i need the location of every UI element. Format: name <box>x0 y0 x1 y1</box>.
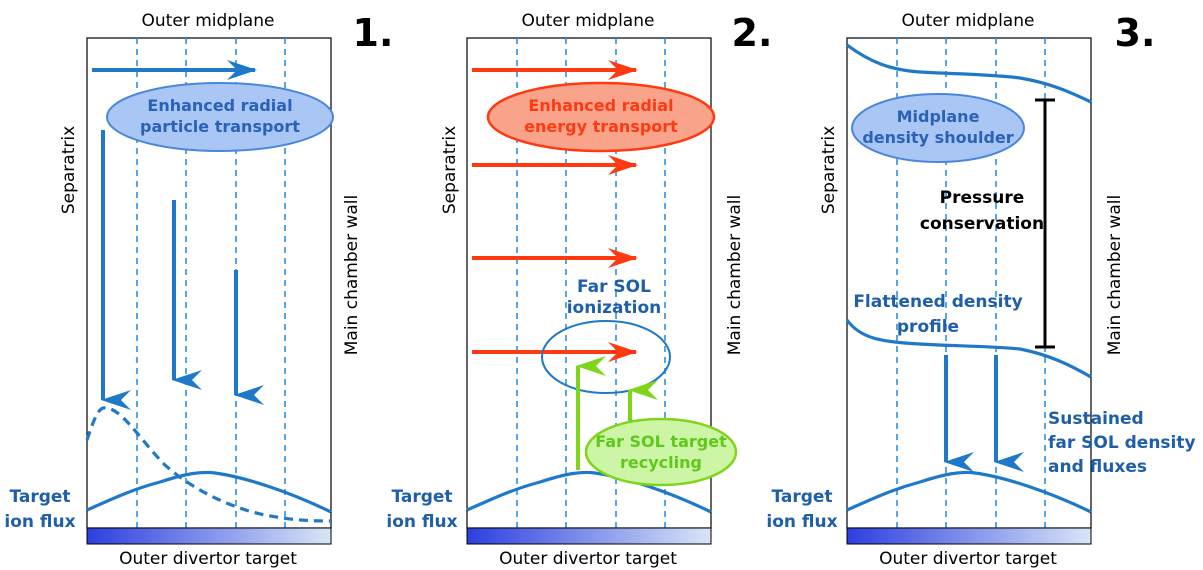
divertor-target-bar <box>466 527 712 545</box>
recycling-ellipse <box>584 417 738 487</box>
bottom-label: Outer divertor target <box>499 549 677 569</box>
divertor-target-bar <box>86 527 332 545</box>
transport-ellipse <box>486 81 716 153</box>
ellipse-line2: energy transport <box>524 117 678 136</box>
ion-flux-profile <box>846 470 1092 514</box>
panel-2: Outer midplane 2. Enhanced radial energy… <box>386 11 772 569</box>
ion-flux-profile-dashed <box>85 406 332 523</box>
energy-arrows <box>472 60 638 362</box>
ionization-line1: Far SOL <box>577 277 651 297</box>
panel-number: 1. <box>353 11 394 55</box>
pressure-line2: conservation <box>920 214 1044 234</box>
ion-flux-profile <box>86 470 332 514</box>
panel-number: 3. <box>1115 11 1156 55</box>
transport-ellipse <box>106 82 334 152</box>
ion-flux-label: ion flux <box>386 512 457 532</box>
target-label: Target <box>771 487 832 507</box>
target-label: Target <box>391 487 452 507</box>
ellipse-line1: Enhanced radial <box>528 96 673 115</box>
panel-number: 2. <box>732 11 773 55</box>
pressure-line1: Pressure <box>940 188 1025 208</box>
divertor-target-bar <box>846 527 1092 545</box>
ellipse-line1: Enhanced radial <box>147 96 292 115</box>
target-label: Target <box>9 487 70 507</box>
wall-label: Main chamber wall <box>1105 195 1125 356</box>
bottom-label: Outer divertor target <box>119 549 297 569</box>
recycling-line2: recycling <box>620 453 702 472</box>
flattened-density-profile <box>845 319 1092 379</box>
flattened-line1: Flattened density <box>853 292 1022 312</box>
ion-flux-label: ion flux <box>766 512 837 532</box>
top-label: Outer midplane <box>522 11 655 31</box>
separatrix-label: Separatrix <box>440 126 460 214</box>
bottom-label: Outer divertor target <box>879 549 1057 569</box>
top-label: Outer midplane <box>142 11 275 31</box>
ion-flux-label: ion flux <box>4 512 75 532</box>
separatrix-label: Separatrix <box>59 126 79 214</box>
pressure-bar <box>1035 98 1055 349</box>
recycling-line1: Far SOL target <box>595 432 727 451</box>
ellipse-line2: density shoulder <box>862 128 1013 147</box>
panel-3: Outer midplane 3. Midplane density shoul… <box>766 11 1195 569</box>
wall-label: Main chamber wall <box>725 195 745 356</box>
separatrix-label: Separatrix <box>819 126 839 214</box>
sustained-line3: and fluxes <box>1048 457 1147 477</box>
panel-1: Outer midplane 1. Enhanced radial partic… <box>4 11 393 569</box>
ionization-region <box>541 320 671 394</box>
sustained-line2: far SOL density <box>1048 433 1196 453</box>
ionization-line2: ionization <box>567 298 662 318</box>
shoulder-ellipse <box>851 93 1025 163</box>
midplane-density-profile <box>846 43 1092 104</box>
flattened-line2: profile <box>897 317 959 337</box>
sustained-line1: Sustained <box>1048 409 1144 429</box>
top-label: Outer midplane <box>902 11 1035 31</box>
wall-label: Main chamber wall <box>342 195 362 356</box>
ion-flux-profile <box>466 470 712 514</box>
ellipse-line2: particle transport <box>140 117 300 136</box>
ellipse-line1: Midplane <box>897 107 980 126</box>
